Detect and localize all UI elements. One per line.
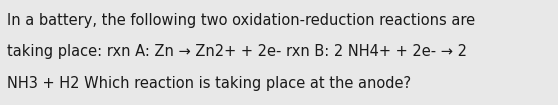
Text: taking place: rxn A: Zn → Zn2+ + 2e- rxn B: 2 NH4+ + 2e- → 2: taking place: rxn A: Zn → Zn2+ + 2e- rxn… — [7, 44, 467, 59]
Text: NH3 + H2 Which reaction is taking place at the anode?: NH3 + H2 Which reaction is taking place … — [7, 76, 411, 91]
Text: In a battery, the following two oxidation-reduction reactions are: In a battery, the following two oxidatio… — [7, 13, 475, 28]
